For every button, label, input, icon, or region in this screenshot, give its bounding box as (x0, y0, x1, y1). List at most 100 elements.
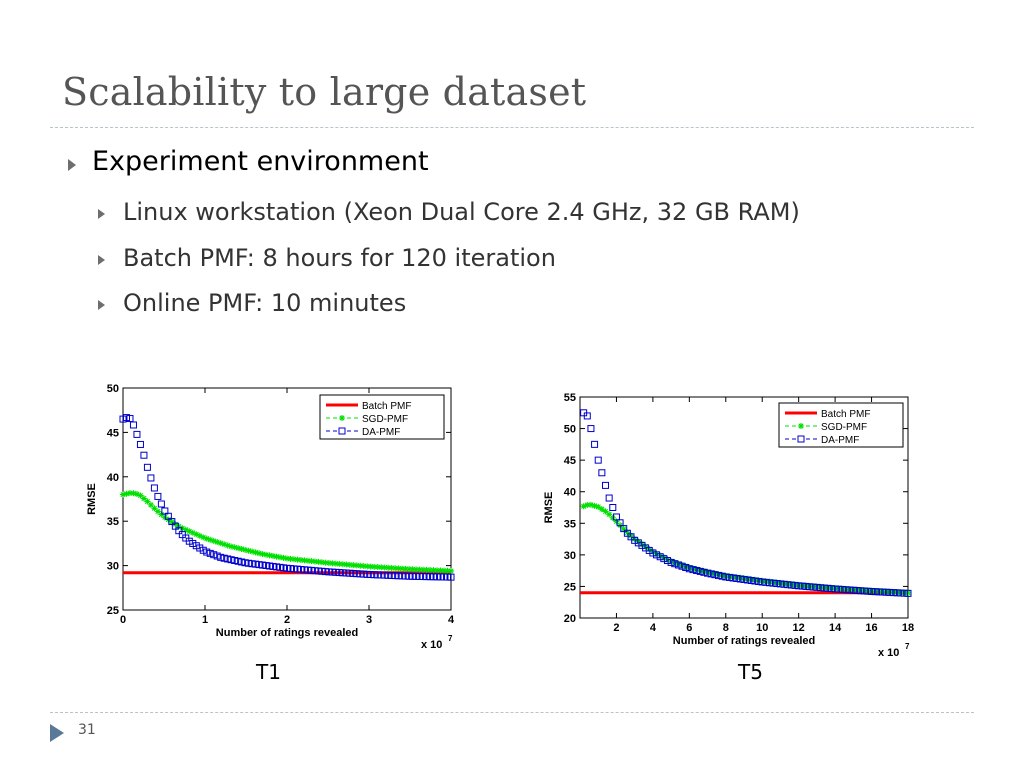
data-point (741, 575, 747, 582)
data-point (711, 571, 719, 579)
data-point (864, 587, 871, 594)
y-tick-label: 45 (564, 455, 576, 467)
data-point (270, 552, 277, 559)
legend-entry-label: DA-PMF (362, 427, 400, 438)
data-point (332, 560, 339, 567)
data-point (322, 559, 329, 566)
data-point (143, 463, 151, 471)
data-point (905, 589, 911, 596)
data-point (231, 544, 238, 551)
data-point (623, 529, 631, 537)
data-point (864, 587, 872, 595)
data-point (346, 561, 353, 568)
data-point (642, 543, 649, 550)
data-point (719, 571, 726, 578)
data-point (301, 557, 308, 564)
data-point (649, 549, 657, 557)
data-point (697, 567, 704, 574)
data-point (872, 588, 879, 595)
data-point (602, 481, 610, 489)
data-point (249, 548, 256, 555)
data-point (744, 576, 752, 584)
data-point (693, 566, 700, 573)
data-point (824, 584, 832, 592)
data-point (777, 579, 784, 586)
data-point (635, 538, 642, 545)
data-point (788, 581, 795, 588)
data-point (311, 558, 318, 565)
data-point (722, 572, 729, 579)
title-divider (50, 127, 974, 128)
data-point (843, 586, 850, 593)
data-point (627, 533, 635, 541)
data-point (736, 575, 744, 583)
data-point (151, 505, 158, 512)
data-point (798, 582, 806, 590)
data-point (329, 560, 336, 567)
data-point (781, 580, 788, 587)
data-point (294, 556, 301, 563)
data-point (755, 577, 762, 584)
data-point (598, 506, 605, 513)
x-tick-label: 2 (284, 614, 290, 626)
data-point (336, 560, 343, 567)
data-point (773, 580, 781, 588)
data-point (266, 552, 273, 559)
data-point (228, 543, 235, 550)
data-point (769, 579, 777, 587)
data-point (224, 542, 231, 549)
data-point (371, 563, 378, 570)
data-point (853, 586, 860, 593)
data-point (883, 588, 890, 595)
data-point (638, 541, 645, 548)
data-point (715, 571, 722, 578)
data-point (238, 545, 245, 552)
data-point (849, 586, 857, 594)
data-point (318, 559, 325, 566)
data-point (297, 557, 304, 564)
slide-title: Scalability to large dataset (62, 70, 587, 114)
bullet-arrow-icon (98, 300, 105, 310)
data-point (147, 474, 155, 482)
data-point (729, 574, 737, 582)
data-point (758, 578, 766, 586)
legend-entry-label: Batch PMF (362, 401, 411, 412)
data-point (259, 551, 266, 558)
data-point (140, 451, 148, 459)
data-point (831, 585, 839, 593)
data-point (792, 581, 799, 588)
x-tick-label: 8 (723, 622, 729, 634)
data-point (886, 588, 893, 595)
chart-caption-t5: T5 (738, 660, 763, 684)
data-point (168, 518, 175, 525)
data-point (897, 589, 905, 597)
data-point (802, 582, 810, 590)
data-point (664, 556, 671, 563)
y-tick-label: 40 (564, 487, 576, 499)
data-point (130, 490, 137, 497)
data-point (325, 560, 332, 567)
data-point (646, 546, 653, 553)
data-point (755, 578, 763, 586)
series-da-pmf (580, 409, 912, 597)
data-point (730, 573, 737, 580)
data-point (889, 589, 897, 597)
x-tick-label: 16 (865, 622, 877, 634)
data-point (430, 567, 437, 574)
data-point (748, 576, 755, 583)
series-sgd-pmf (580, 501, 911, 596)
data-point (685, 565, 693, 573)
data-point (901, 589, 908, 596)
data-point (280, 554, 287, 561)
data-point (704, 568, 711, 575)
y-tick-label: 25 (564, 581, 576, 593)
data-point (682, 563, 690, 571)
data-point (839, 585, 846, 592)
x-tick-label: 14 (829, 622, 842, 634)
data-point (795, 582, 802, 589)
data-point (144, 498, 151, 505)
data-point (689, 566, 697, 574)
data-point (315, 558, 322, 565)
data-point (838, 585, 846, 593)
